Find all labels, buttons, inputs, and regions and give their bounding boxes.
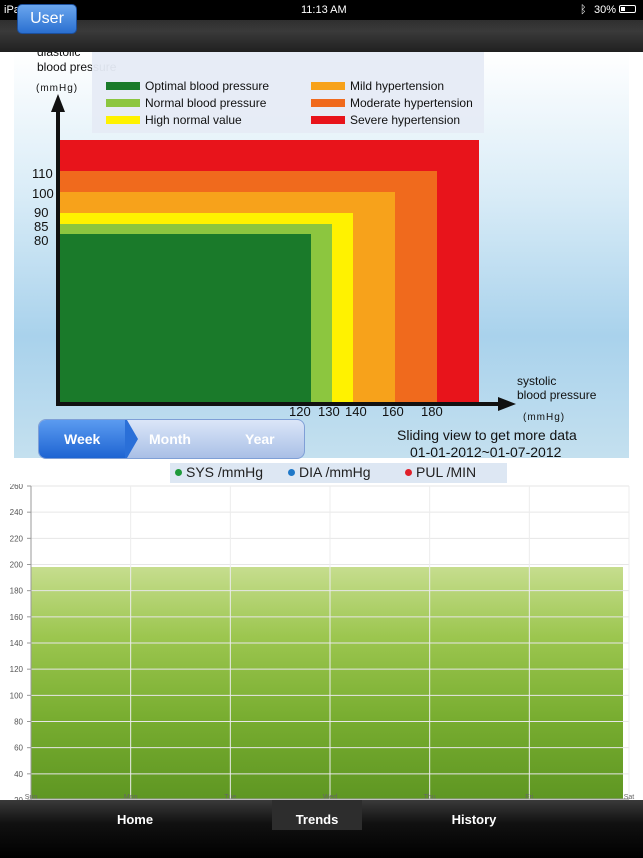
trend-x-tick-label: Tue — [224, 794, 236, 800]
slide-hint-text: Sliding view to get more data — [397, 427, 577, 443]
bluetooth-icon: ᛒ — [580, 4, 587, 16]
trend-chart[interactable]: 20406080100120140160180200220240260SunMo… — [0, 484, 643, 800]
legend-label-severe: Severe hypertension — [350, 113, 461, 127]
trend-y-tick-label: 160 — [10, 613, 24, 622]
seg-arrow — [125, 420, 138, 458]
series-legend-dia-label: DIA /mmHg — [299, 464, 371, 480]
tab-week-active-bg — [39, 420, 127, 458]
legend-label-moderate: Moderate hypertension — [350, 96, 473, 110]
y-tick-80: 80 — [34, 233, 49, 248]
trend-x-tick-label: Thu — [424, 794, 436, 800]
trend-y-tick-label: 180 — [10, 587, 24, 596]
tab-trends[interactable]: Trends — [272, 800, 362, 830]
trend-y-tick-label: 220 — [10, 534, 24, 543]
period-segmented-control: Week Month Year — [38, 419, 305, 459]
dia-dot-icon — [288, 469, 295, 476]
x-axis-label-line1: systolic — [517, 374, 557, 388]
trend-y-tick-label: 20 — [14, 796, 23, 800]
trend-x-tick-label: Wed — [323, 794, 337, 800]
series-legend-sys: SYS /mmHg — [175, 464, 263, 480]
x-tick-140: 140 — [345, 404, 367, 419]
y-tick-85: 85 — [34, 219, 49, 234]
bp-axes — [51, 94, 516, 411]
bp-legend: Optimal blood pressure Normal blood pres… — [92, 37, 484, 133]
trend-y-tick-label: 80 — [14, 718, 23, 727]
battery-icon — [619, 5, 636, 13]
x-tick-180: 180 — [421, 404, 443, 419]
series-legend-pul: PUL /MIN — [405, 464, 476, 480]
series-legend-pul-label: PUL /MIN — [416, 464, 477, 480]
bottom-tab-bar: Home Trends History — [0, 800, 643, 858]
status-bar: iPad ◠ 11:13 AM ᛒ 30% — [0, 0, 643, 20]
trend-y-tick-label: 100 — [10, 691, 24, 700]
series-legend-dia: DIA /mmHg — [288, 464, 371, 480]
trend-y-tick-label: 200 — [10, 561, 24, 570]
zone-optimal — [60, 234, 311, 402]
trend-y-tick-label: 260 — [10, 484, 24, 491]
x-tick-120: 120 — [289, 404, 311, 419]
trend-y-tick-label: 140 — [10, 639, 24, 648]
x-tick-160: 160 — [382, 404, 404, 419]
legend-label-normal: Normal blood pressure — [145, 96, 267, 110]
legend-swatch-normal — [106, 99, 140, 107]
y-tick-100: 100 — [32, 186, 54, 201]
user-button[interactable]: User — [17, 4, 77, 34]
status-time: 11:13 AM — [301, 4, 347, 16]
y-tick-110: 110 — [32, 166, 53, 181]
tab-week[interactable]: Week — [64, 431, 101, 447]
y-tick-90: 90 — [34, 205, 49, 220]
tab-home[interactable]: Home — [116, 812, 154, 827]
trend-x-tick-label: Mon — [124, 794, 138, 800]
legend-swatch-high-normal — [106, 116, 140, 124]
trend-y-tick-label: 120 — [10, 665, 24, 674]
x-tick-130: 130 — [318, 404, 340, 419]
pul-dot-icon — [405, 469, 412, 476]
sys-dot-icon — [175, 469, 182, 476]
series-legend: SYS /mmHg DIA /mmHg PUL /MIN — [170, 463, 507, 483]
trend-chart-background-image — [31, 567, 623, 800]
tab-year[interactable]: Year — [245, 431, 275, 447]
trend-x-tick-label: Fri — [525, 794, 534, 800]
legend-swatch-optimal — [106, 82, 140, 90]
tab-history[interactable]: History — [451, 812, 497, 827]
x-axis-unit: (mmHg) — [523, 412, 566, 423]
legend-label-optimal: Optimal blood pressure — [145, 79, 270, 93]
trend-y-tick-label: 40 — [14, 770, 23, 779]
x-axis-label-line2: blood pressure — [517, 388, 597, 402]
legend-swatch-moderate — [311, 99, 345, 107]
y-axis-unit: (mmHg) — [36, 83, 79, 94]
trend-y-tick-label: 240 — [10, 508, 24, 517]
series-legend-sys-label: SYS /mmHg — [186, 464, 264, 480]
legend-swatch-mild — [311, 82, 345, 90]
legend-label-mild: Mild hypertension — [350, 79, 445, 93]
legend-label-high-normal: High normal value — [145, 113, 242, 127]
battery-percent: 30% — [594, 4, 617, 16]
trend-x-tick-label: Sat — [624, 794, 635, 800]
legend-swatch-severe — [311, 116, 345, 124]
date-range-text: 01-01-2012~01-07-2012 — [410, 444, 562, 460]
tab-month[interactable]: Month — [149, 431, 191, 447]
trend-y-tick-label: 60 — [14, 744, 23, 753]
